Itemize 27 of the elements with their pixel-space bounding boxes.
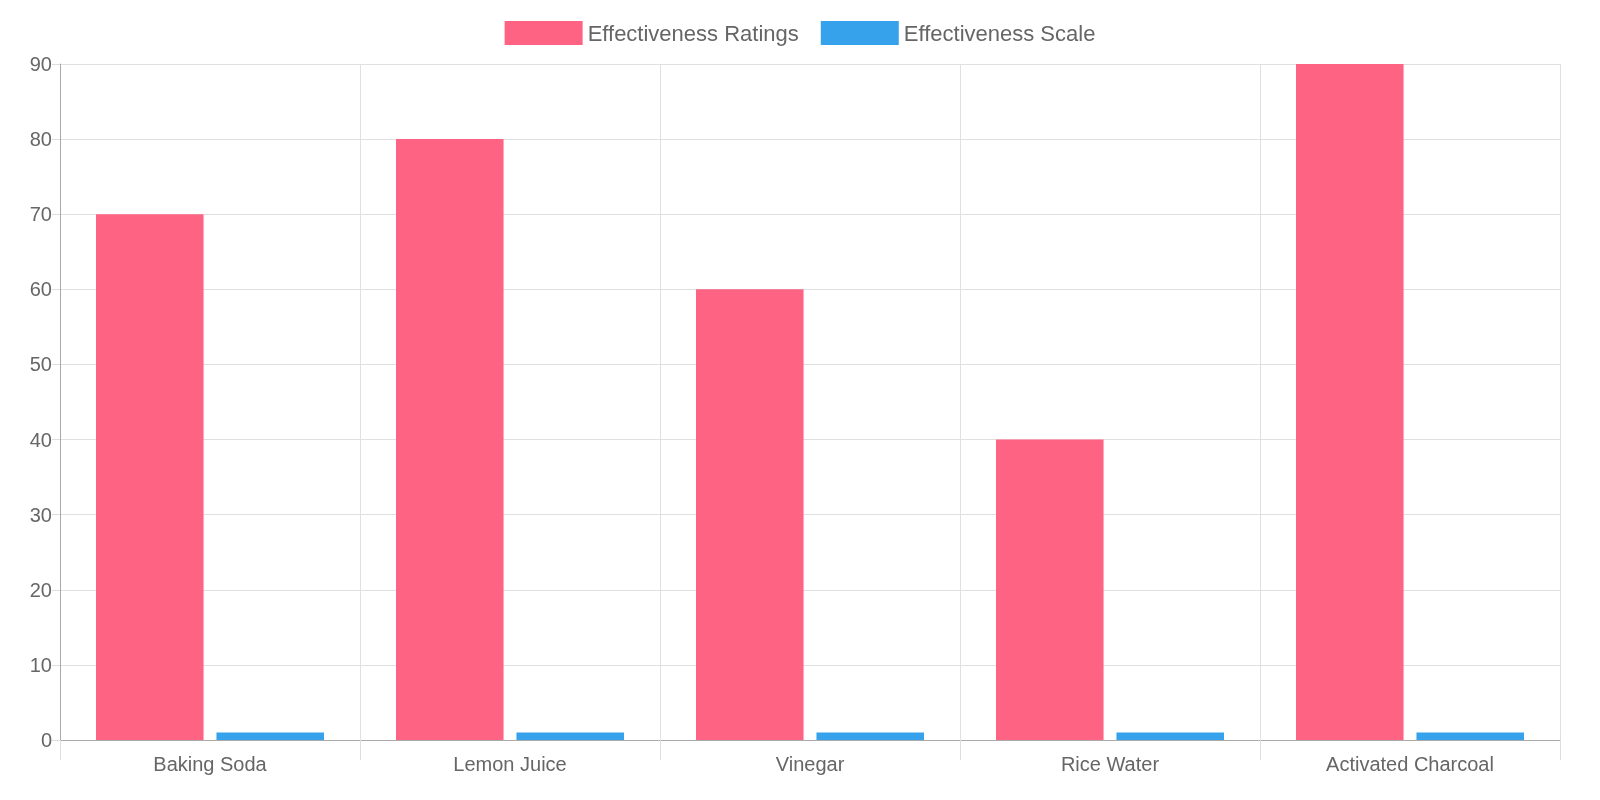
y-tick-label: 90 — [29, 53, 52, 75]
bar — [1296, 64, 1404, 740]
bar — [96, 214, 204, 740]
bar — [1416, 732, 1524, 740]
bar — [396, 139, 504, 740]
y-tick-label: 60 — [29, 278, 52, 301]
bar — [516, 732, 624, 740]
x-tick-label: Vinegar — [775, 753, 845, 775]
x-tick-label: Lemon Juice — [453, 753, 567, 775]
y-tick-label: 20 — [29, 578, 52, 601]
legend-label: Effectiveness Scale — [903, 20, 1096, 46]
y-tick-label: 10 — [29, 653, 52, 676]
y-tick-label: 30 — [29, 503, 52, 526]
x-tick-label: Rice Water — [1060, 753, 1160, 775]
y-tick-label: 40 — [29, 428, 52, 451]
y-tick-label: 80 — [29, 128, 52, 151]
y-tick-label: 0 — [40, 729, 52, 751]
bar — [816, 732, 924, 740]
x-tick-label: Baking Soda — [153, 753, 268, 775]
y-tick-label: 70 — [29, 203, 52, 226]
bar — [696, 289, 804, 740]
bar — [216, 732, 324, 740]
y-tick-label: 50 — [29, 353, 52, 376]
bar — [996, 439, 1104, 740]
bar — [1116, 732, 1224, 740]
x-tick-label: Activated Charcoal — [1326, 753, 1494, 775]
legend-label: Effectiveness Ratings — [587, 20, 799, 46]
